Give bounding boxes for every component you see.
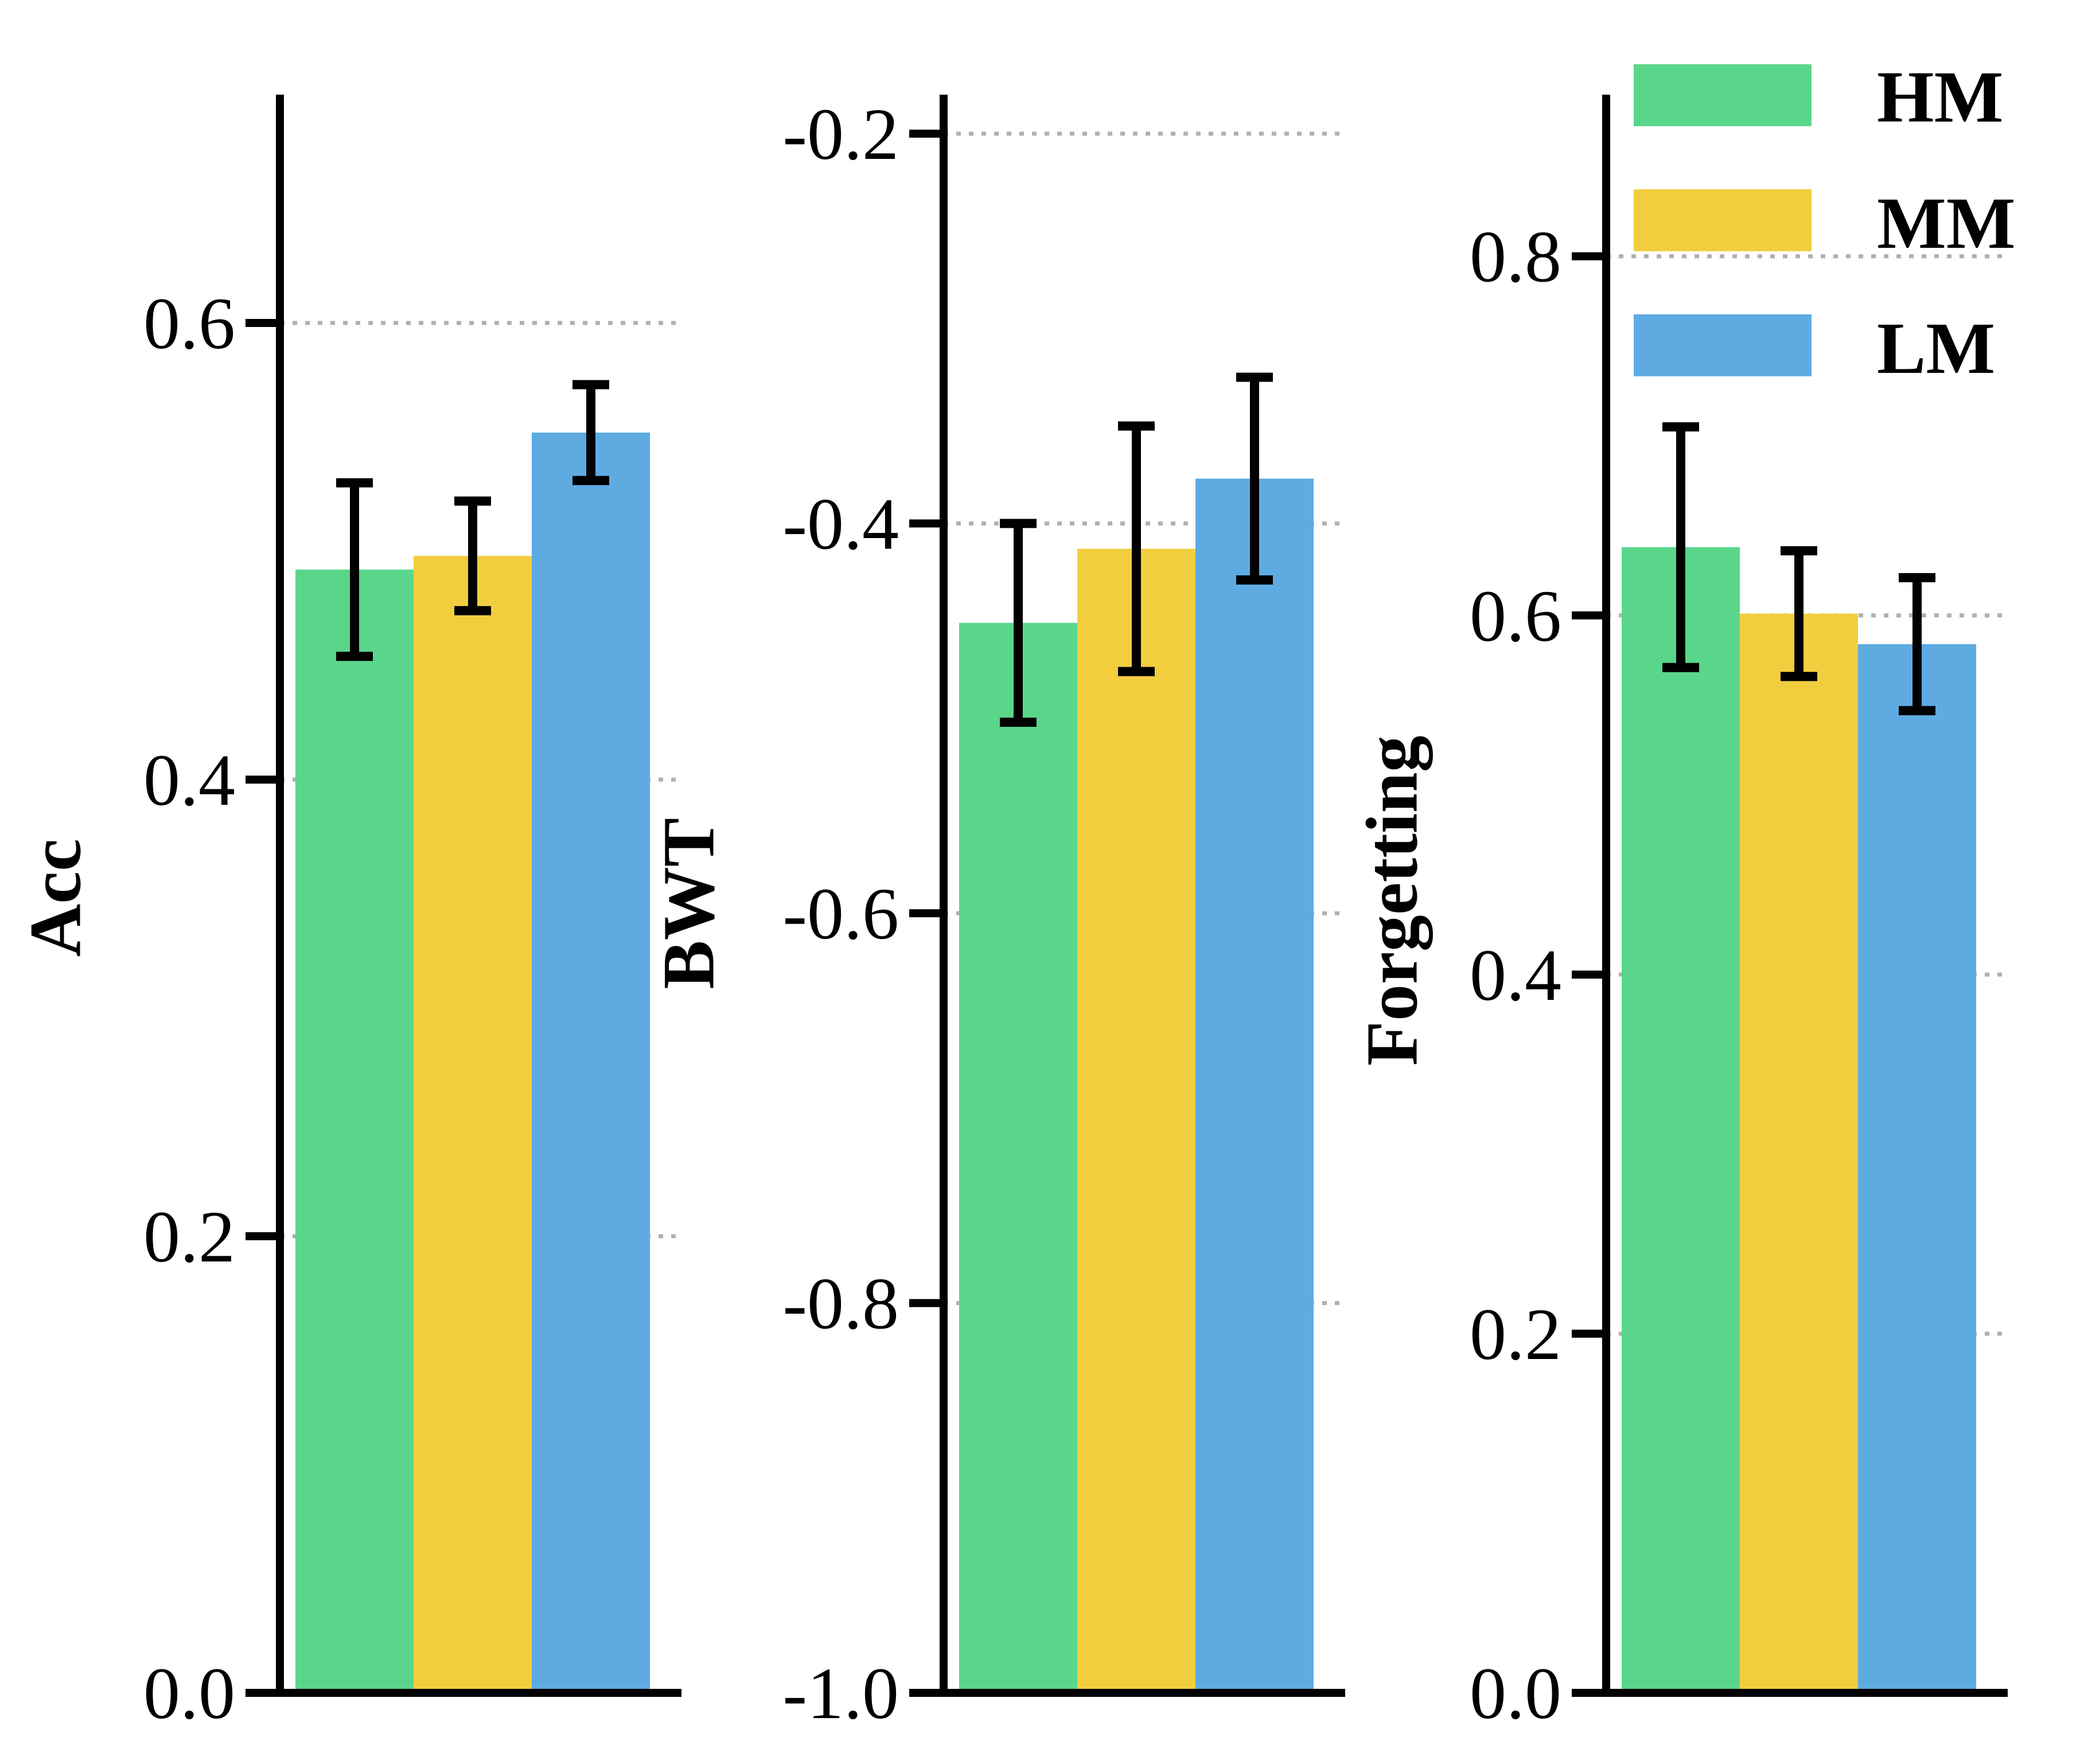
bar-lm bbox=[1858, 644, 1976, 1693]
y-axis-label-bwt: BWT bbox=[648, 818, 729, 990]
y-tick-label: -0.4 bbox=[782, 483, 899, 564]
y-tick-label: -1.0 bbox=[782, 1653, 899, 1734]
y-tick-label: 0.4 bbox=[143, 739, 235, 821]
bar-mm bbox=[414, 555, 532, 1693]
legend: HM MM LM bbox=[1634, 56, 2016, 389]
y-tick-label: 0.2 bbox=[1470, 1294, 1561, 1375]
bar-mm bbox=[1740, 613, 1858, 1693]
legend-label-mm: MM bbox=[1877, 182, 2016, 264]
y-tick-label: -0.8 bbox=[782, 1263, 899, 1344]
y-axis-label-forgetting: Forgetting bbox=[1351, 735, 1432, 1066]
y-tick-label: 0.2 bbox=[143, 1196, 235, 1278]
panel-forgetting: 0.0 0.2 0.4 0.6 0.8 Forgetting bbox=[1351, 95, 2008, 1734]
y-tick-label: -0.6 bbox=[782, 873, 899, 955]
bar-mm bbox=[1077, 548, 1195, 1693]
y-tick-label: 0.6 bbox=[1470, 575, 1561, 657]
panel-acc: 0.0 0.2 0.4 0.6 Acc bbox=[14, 95, 681, 1734]
bar-hm bbox=[295, 569, 414, 1693]
y-tick-label: 0.0 bbox=[143, 1653, 235, 1734]
bar-hm bbox=[1622, 547, 1740, 1693]
bar-lm bbox=[1195, 478, 1314, 1693]
y-tick-label: -0.2 bbox=[782, 94, 899, 175]
legend-swatch-hm bbox=[1634, 64, 1812, 126]
legend-label-hm: HM bbox=[1877, 56, 2003, 138]
y-tick-label: 0.4 bbox=[1470, 934, 1561, 1016]
y-tick-label: 0.6 bbox=[143, 283, 235, 364]
legend-swatch-mm bbox=[1634, 189, 1812, 251]
y-tick-label: 0.0 bbox=[1470, 1653, 1561, 1734]
legend-swatch-lm bbox=[1634, 314, 1812, 376]
chart-panels: 0.00.20.40.6Acc-1.0-0.8-0.6-0.4-0.2BWT0.… bbox=[14, 94, 2008, 1734]
panel-bwt: -1.0 -0.8 -0.6 -0.4 -0.2 BWT bbox=[648, 94, 1345, 1734]
y-tick-label: 0.8 bbox=[1470, 216, 1561, 298]
bar-lm bbox=[532, 433, 650, 1693]
bar-hm bbox=[959, 622, 1077, 1693]
y-axis-label-acc: Acc bbox=[14, 839, 96, 957]
legend-label-lm: LM bbox=[1877, 307, 1995, 389]
